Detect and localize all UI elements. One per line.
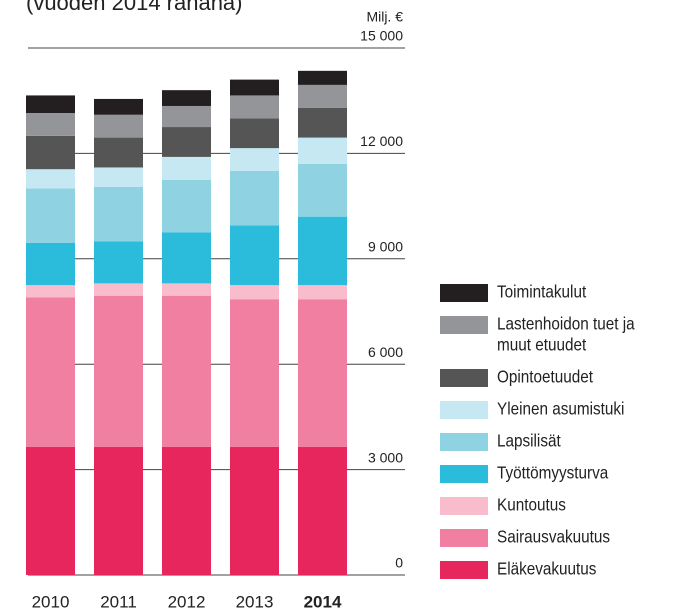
y-tick-label: 3 000	[368, 449, 403, 465]
legend-entry: Lastenhoidon tuet ja muut etuudet	[497, 314, 635, 355]
legend-label: Sairausvakuutus	[497, 527, 610, 547]
legend-swatch	[440, 401, 488, 419]
legend-swatch	[440, 433, 488, 451]
x-tick-label: 2012	[168, 592, 206, 611]
bar-segment	[94, 186, 143, 242]
bar-segment	[230, 148, 279, 171]
bar-segment	[26, 112, 75, 136]
bar-segment	[298, 216, 347, 286]
legend-swatch	[440, 497, 488, 515]
legend-entry: Sairausvakuutus	[497, 527, 610, 547]
bar-segment	[298, 299, 347, 447]
bar-segment	[94, 241, 143, 284]
legend-swatch	[440, 465, 488, 483]
bar-segment	[230, 225, 279, 286]
legend-label: Työttömyysturva	[497, 463, 609, 483]
bar-segment	[298, 70, 347, 85]
bar-segment	[26, 446, 75, 575]
bar-segment	[230, 170, 279, 226]
bar-segment	[162, 232, 211, 284]
bar-segment	[94, 98, 143, 115]
bar-segment	[230, 446, 279, 575]
bar-segment	[230, 285, 279, 300]
legend-entry: Opintoetuudet	[497, 367, 593, 387]
legend-label: Yleinen asumistuki	[497, 399, 624, 419]
bar-segment	[162, 295, 211, 447]
bar-segment	[298, 285, 347, 300]
bar-segment	[162, 179, 211, 233]
bar-segment	[230, 79, 279, 96]
y-tick-label: 12 000	[360, 133, 403, 149]
legend-swatch	[440, 316, 488, 334]
bar-segment	[94, 137, 143, 168]
bar-segment	[94, 167, 143, 187]
y-tick-label: 6 000	[368, 344, 403, 360]
unit-label: Milj. €	[366, 9, 403, 25]
legend-line: muut etuudet	[497, 335, 587, 355]
legend-entry: Yleinen asumistuki	[497, 399, 624, 419]
legend-label: Kuntoutus	[497, 495, 566, 515]
bar-segment	[94, 446, 143, 575]
bar-segment	[298, 84, 347, 108]
bar-segment	[230, 95, 279, 119]
x-tick-label: 2011	[100, 592, 137, 611]
bar-segment	[230, 118, 279, 149]
legend-label: Lastenhoidon tuet ja muut etuudet	[497, 314, 635, 355]
legend-swatch	[440, 284, 488, 302]
bar-segment	[162, 105, 211, 128]
bar-segment	[26, 188, 75, 243]
legend-entry: Lapsilisät	[497, 431, 561, 451]
bar-segment	[162, 90, 211, 106]
legend-swatch	[440, 529, 488, 547]
y-tick-label: 15 000	[360, 28, 403, 44]
bar-segment	[26, 285, 75, 298]
x-tick-label: 2014	[304, 592, 342, 611]
bar-segment	[94, 114, 143, 138]
bar-segment	[94, 283, 143, 296]
legend-label: Toimintakulut	[497, 282, 587, 302]
legend-entry: Eläkevakuutus	[497, 559, 596, 579]
bar-segment	[26, 297, 75, 447]
bar-segment	[162, 283, 211, 296]
bar-segment	[94, 295, 143, 447]
bar-segment	[298, 137, 347, 164]
bar-segment	[162, 446, 211, 575]
bar-segment	[26, 242, 75, 286]
bar-segment	[298, 163, 347, 217]
legend-label: Eläkevakuutus	[497, 559, 596, 579]
legend-swatch	[440, 561, 488, 579]
y-tick-label: 9 000	[368, 239, 403, 255]
legend-label: Opintoetuudet	[497, 367, 593, 387]
bar-segment	[26, 95, 75, 113]
legend-label: Lapsilisät	[497, 431, 561, 451]
bar-segment	[26, 169, 75, 189]
legend-line: Lastenhoidon tuet ja	[497, 314, 635, 334]
y-tick-label: 0	[395, 555, 403, 571]
bar-segment	[162, 156, 211, 180]
legend-swatch	[440, 369, 488, 387]
x-tick-label: 2013	[236, 592, 274, 611]
legend-entry: Kuntoutus	[497, 495, 566, 515]
legend-entry: Työttömyysturva	[497, 463, 609, 483]
bar-segment	[230, 299, 279, 447]
chart-subtitle: (vuoden 2014 rahana)	[26, 0, 243, 15]
bar-segment	[298, 446, 347, 575]
bar-segment	[298, 107, 347, 138]
legend-entry: Toimintakulut	[497, 282, 587, 302]
x-tick-label: 2010	[32, 592, 70, 611]
bar-segment	[162, 127, 211, 157]
bar-segment	[26, 135, 75, 170]
